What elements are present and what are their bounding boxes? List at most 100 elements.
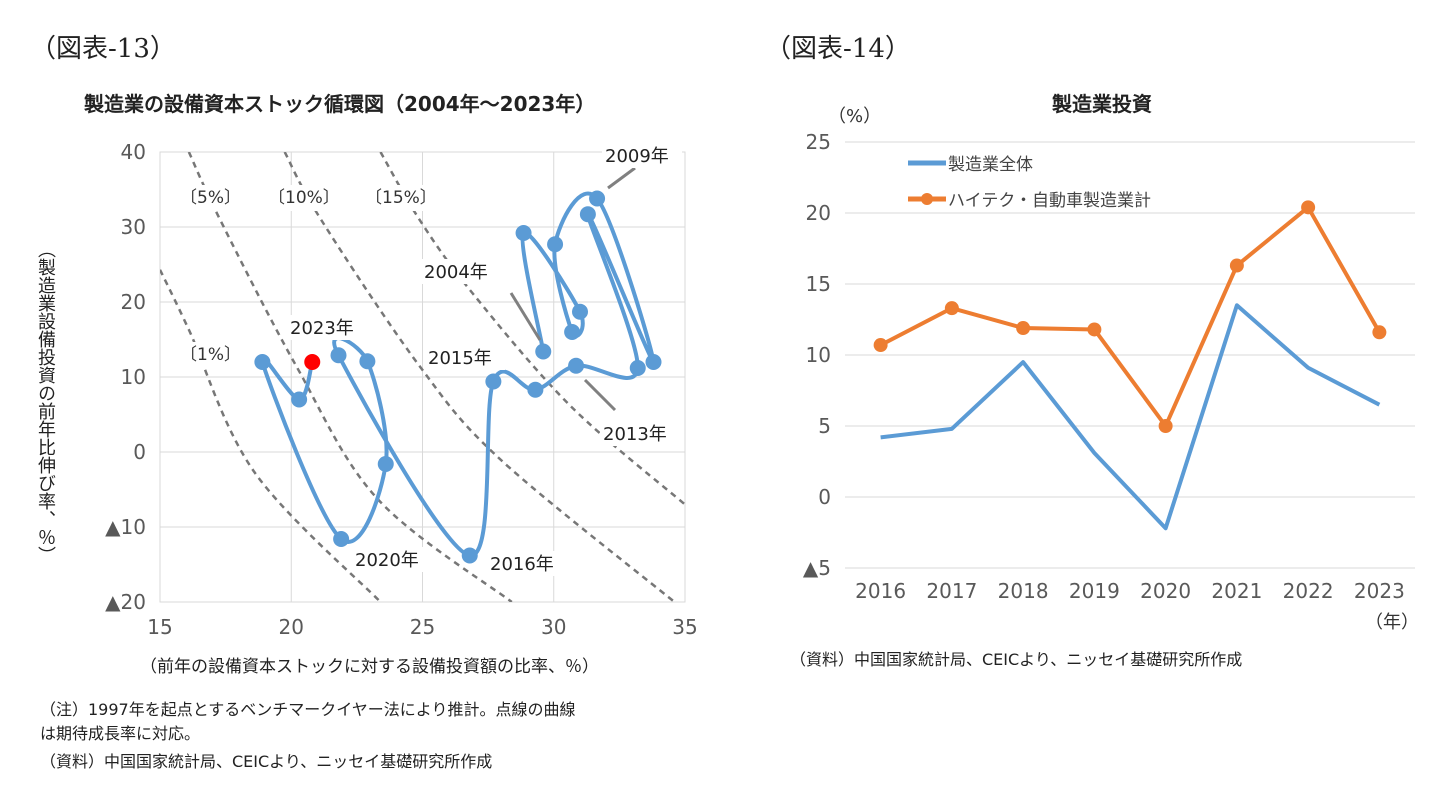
left-series-line bbox=[259, 191, 656, 558]
right-x-tick: 2022 bbox=[1283, 579, 1334, 603]
left-x-tick: 35 bbox=[672, 615, 697, 639]
leader-line bbox=[607, 166, 636, 190]
point-label: 2009年 bbox=[605, 146, 669, 167]
legend-label: 製造業全体 bbox=[948, 155, 1033, 175]
data-point bbox=[291, 391, 308, 408]
series-marker bbox=[1229, 258, 1244, 273]
right-x-tick: 2021 bbox=[1211, 579, 1262, 603]
data-point bbox=[568, 357, 585, 374]
point-label: 2016年 bbox=[490, 554, 554, 575]
point-label-bg bbox=[352, 547, 432, 572]
figure-label-14: （図表-14） bbox=[765, 34, 911, 64]
series-marker bbox=[944, 301, 959, 316]
left-x-tick: 20 bbox=[279, 615, 304, 639]
point-label-bg bbox=[425, 345, 505, 370]
right-x-tick: 2016 bbox=[855, 579, 906, 603]
left-plot-area bbox=[159, 151, 686, 603]
point-label: 2004年 bbox=[424, 262, 488, 283]
series-marker bbox=[873, 338, 888, 353]
point-label-bg bbox=[487, 551, 567, 576]
leader-line bbox=[583, 378, 617, 412]
highlight-point-2023 bbox=[304, 354, 321, 370]
right-x-tick: 2023 bbox=[1354, 579, 1405, 603]
point-label-bg bbox=[602, 143, 682, 168]
growth-label-bg bbox=[178, 342, 234, 368]
right-x-tick: 2019 bbox=[1069, 579, 1120, 603]
data-point bbox=[333, 531, 350, 547]
data-point bbox=[330, 347, 347, 364]
growth-curve bbox=[187, 152, 513, 602]
right-source: （資料）中国国家統計局、CEICより、ニッセイ基礎研究所作成 bbox=[790, 650, 1243, 669]
series-marker bbox=[1372, 325, 1387, 340]
data-point bbox=[579, 206, 596, 223]
series-marker bbox=[1016, 321, 1031, 336]
left-note-2: は期待成長率に対応。 bbox=[40, 724, 201, 743]
series-line-2 bbox=[879, 205, 1382, 428]
right-x-unit: （年） bbox=[1365, 612, 1419, 633]
data-point bbox=[547, 236, 564, 253]
growth-label-bg bbox=[266, 185, 336, 211]
right-y-tick: 5 bbox=[818, 414, 831, 438]
growth-curve-label: 〔5%〕 bbox=[180, 188, 241, 208]
left-y-tick: 0 bbox=[133, 440, 146, 464]
growth-label-bg bbox=[178, 185, 234, 211]
series-marker bbox=[1158, 419, 1173, 433]
left-y-tick: ▲10 bbox=[105, 515, 146, 539]
left-source: （資料）中国国家統計局、CEICより、ニッセイ基礎研究所作成 bbox=[40, 752, 493, 771]
right-y-tick: 25 bbox=[806, 130, 831, 154]
data-point bbox=[535, 343, 552, 360]
point-label-bg bbox=[287, 315, 367, 340]
data-point bbox=[572, 303, 588, 320]
right-x-tick: 2020 bbox=[1140, 579, 1191, 603]
data-point bbox=[527, 381, 544, 398]
left-y-tick: ▲20 bbox=[105, 590, 146, 614]
data-point bbox=[461, 547, 478, 564]
right-x-tick: 2017 bbox=[926, 579, 977, 603]
figure-label-13: （図表-13） bbox=[30, 34, 176, 64]
right-y-tick: ▲5 bbox=[803, 556, 831, 580]
left-y-axis-label: （製造業設備投資の前年比伸び率、％） bbox=[35, 240, 56, 564]
point-label-bg bbox=[600, 421, 680, 446]
right-y-tick: 10 bbox=[806, 343, 831, 367]
point-label-bg bbox=[421, 259, 501, 284]
right-y-tick: 15 bbox=[806, 272, 831, 296]
point-label: 2015年 bbox=[428, 348, 492, 369]
right-y-tick: 20 bbox=[806, 201, 831, 225]
growth-curve bbox=[283, 152, 676, 602]
data-point bbox=[359, 353, 376, 370]
left-x-axis-label: （前年の設備資本ストックに対する設備投資額の比率、％） bbox=[140, 657, 599, 677]
left-x-tick: 25 bbox=[410, 615, 435, 639]
growth-curve-label: 〔15%〕 bbox=[365, 188, 437, 208]
data-point bbox=[645, 354, 662, 370]
point-label: 2020年 bbox=[355, 550, 419, 571]
left-x-tick: 30 bbox=[541, 615, 566, 639]
right-y-unit: （%） bbox=[828, 106, 881, 127]
left-chart-title: 製造業の設備資本ストック循環図（2004年～2023年） bbox=[84, 92, 596, 116]
data-point bbox=[254, 354, 271, 370]
left-x-tick: 15 bbox=[147, 615, 172, 639]
left-y-tick: 10 bbox=[121, 365, 146, 389]
growth-curve bbox=[160, 269, 382, 602]
growth-label-bg bbox=[363, 185, 433, 211]
left-y-tick: 30 bbox=[121, 215, 146, 239]
leader-line bbox=[509, 292, 542, 341]
left-note-1: （注）1997年を起点とするベンチマークイヤー法により推計。点線の曲線 bbox=[40, 700, 576, 719]
point-label: 2013年 bbox=[603, 424, 667, 445]
data-point bbox=[377, 456, 394, 472]
series-line-1 bbox=[880, 303, 1381, 531]
data-point bbox=[564, 324, 581, 340]
series-marker bbox=[1087, 322, 1102, 337]
data-point bbox=[589, 190, 606, 207]
point-label: 2023年 bbox=[290, 318, 354, 339]
data-point bbox=[485, 373, 502, 390]
data-point bbox=[629, 360, 646, 376]
right-y-tick: 0 bbox=[818, 485, 831, 509]
left-y-tick: 40 bbox=[121, 140, 146, 164]
legend-marker bbox=[921, 193, 933, 205]
growth-curve-label: 〔1%〕 bbox=[180, 345, 241, 365]
data-point bbox=[515, 225, 532, 241]
series-marker bbox=[1301, 200, 1316, 215]
legend-label: ハイテク・自動車製造業計 bbox=[948, 191, 1151, 211]
growth-curve-label: 〔10%〕 bbox=[268, 188, 340, 208]
